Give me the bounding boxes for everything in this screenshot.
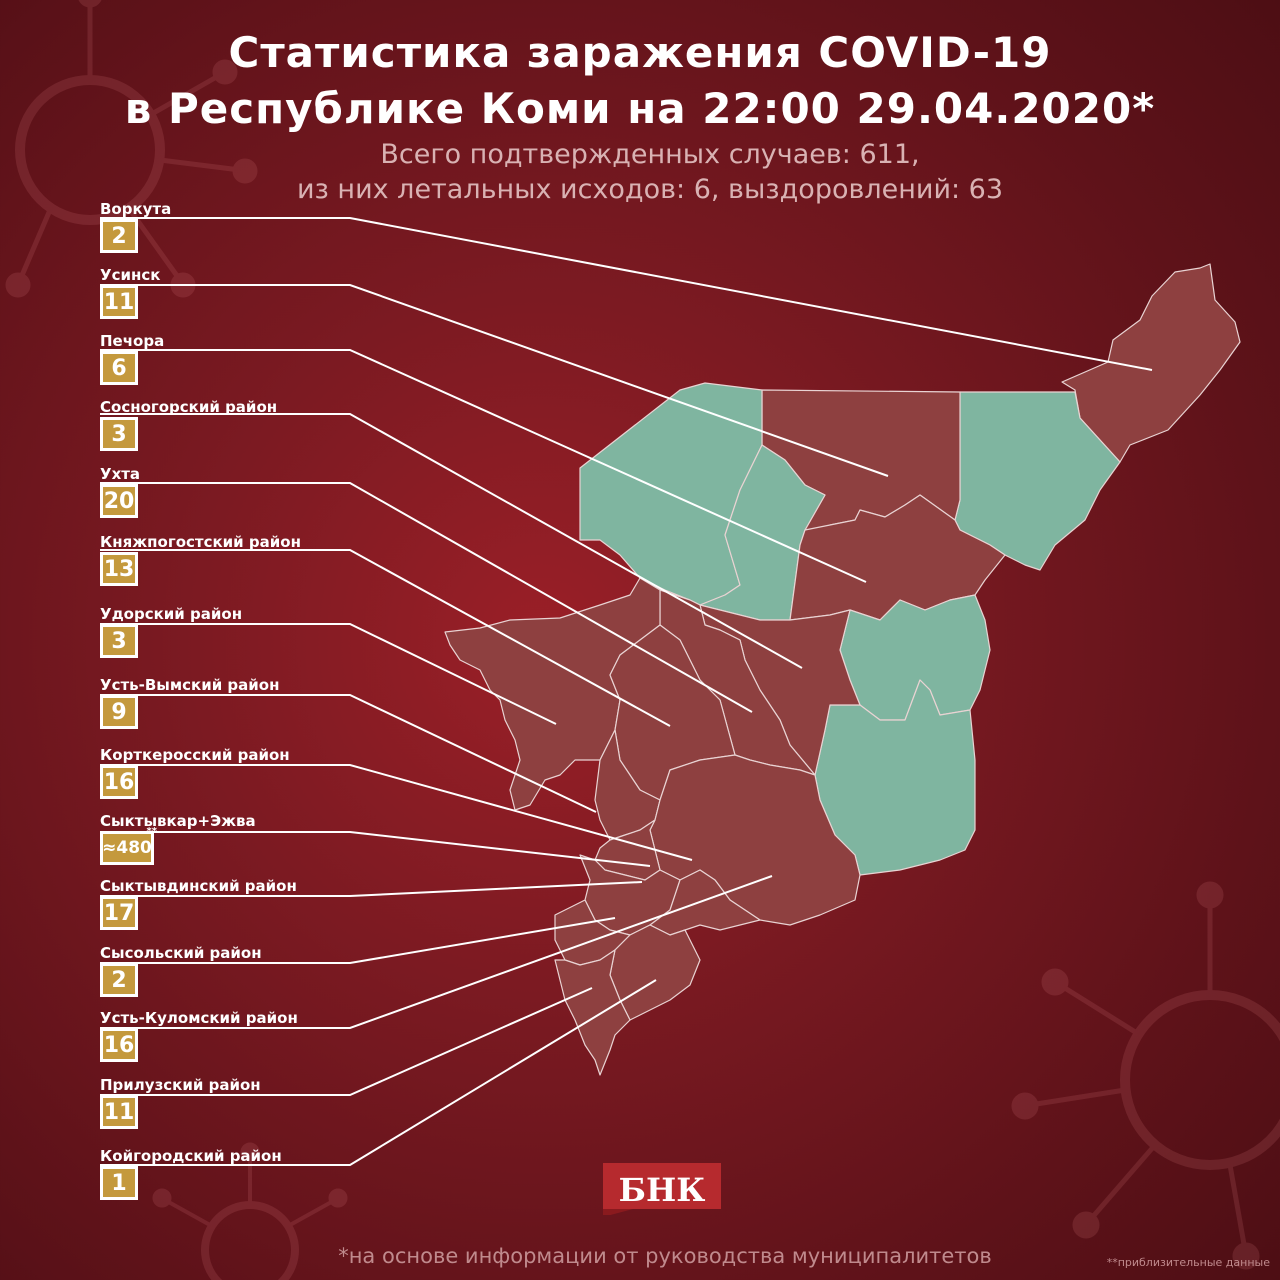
district-entry: Сосногорский район 3 xyxy=(100,398,277,451)
leader-line xyxy=(100,987,593,1096)
district-name: Ухта xyxy=(100,465,141,483)
subtitle-line-2: из них летальных исходов: 6, выздоровлен… xyxy=(296,174,1004,205)
case-count-badge: 6 xyxy=(100,351,138,385)
case-count-badge: 2 xyxy=(100,963,138,997)
district-entry: Сыктывдинский район 17 xyxy=(100,877,297,930)
district-entry: Прилузский район 11 xyxy=(100,1076,261,1129)
approximate-mark: ** xyxy=(146,826,157,837)
district-entry: Усть-Куломский район 16 xyxy=(100,1009,298,1062)
district-name: Прилузский район xyxy=(100,1076,261,1094)
subtitle-line-1: Всего подтвержденных случаев: 611, xyxy=(380,139,920,170)
region-udora xyxy=(444,577,661,811)
district-entry: Усинск 11 xyxy=(100,266,160,319)
case-count-value: 3 xyxy=(111,628,127,654)
region-priluzye xyxy=(554,949,631,1076)
district-name: Сыктывкар+Эжва xyxy=(100,812,256,830)
leader-line xyxy=(100,764,693,861)
leader-line xyxy=(100,482,753,713)
leader-line xyxy=(100,217,1153,371)
leader-line xyxy=(100,694,597,813)
case-count-value: 11 xyxy=(103,289,135,315)
case-count-value: 20 xyxy=(103,488,135,514)
district-name: Сыктывдинский район xyxy=(100,877,297,895)
case-count-badge: 11 xyxy=(100,1095,138,1129)
case-count-value: ≈480 xyxy=(102,838,152,858)
district-name: Корткеросский район xyxy=(100,746,290,764)
district-entry: Ухта 20 xyxy=(100,465,140,518)
logo-text: БНК xyxy=(618,1171,706,1209)
footnote-approx: **приблизительные данные xyxy=(1106,1256,1270,1269)
district-name: Усть-Куломский район xyxy=(100,1009,298,1027)
district-name: Усть-Вымский район xyxy=(100,676,280,694)
case-count-value: 3 xyxy=(111,421,127,447)
case-count-badge: ≈480 ** xyxy=(100,826,157,865)
district-entry: Сысольский район 2 xyxy=(100,944,262,997)
district-entry: Печора 6 xyxy=(100,332,164,385)
case-count-badge: 2 xyxy=(100,219,138,253)
case-count-value: 9 xyxy=(111,699,127,725)
case-count-value: 11 xyxy=(103,1099,135,1125)
district-name: Усинск xyxy=(100,266,161,284)
footnote: *на основе информации от руководства мун… xyxy=(338,1244,992,1268)
district-entry: Воркута 2 xyxy=(100,200,171,253)
leader-line xyxy=(100,413,803,669)
district-name: Сысольский район xyxy=(100,944,262,962)
leader-line xyxy=(100,349,867,583)
case-count-badge: 3 xyxy=(100,417,138,451)
title-line-1: Статистика заражения COVID-19 xyxy=(228,28,1052,77)
case-count-value: 16 xyxy=(103,1032,135,1058)
case-count-badge: 17 xyxy=(100,896,138,930)
district-entry: Корткеросский район 16 xyxy=(100,746,290,799)
title-line-2: в Республике Коми на 22:00 29.04.2020* xyxy=(124,84,1156,133)
leader-line xyxy=(100,917,616,964)
case-count-badge: 3 xyxy=(100,624,138,658)
leader-line xyxy=(100,831,651,867)
leader-line xyxy=(100,881,643,897)
district-name: Удорский район xyxy=(100,605,243,623)
case-count-badge: 11 xyxy=(100,285,138,319)
leader-line xyxy=(100,979,657,1166)
district-entry: Койгородский район 1 xyxy=(100,1147,282,1200)
district-entry: Княжпогостский район 13 xyxy=(100,533,301,586)
district-name: Княжпогостский район xyxy=(100,533,301,551)
district-entry: Усть-Вымский район 9 xyxy=(100,676,279,729)
case-count-value: 6 xyxy=(111,355,127,381)
case-count-badge: 1 xyxy=(100,1166,138,1200)
case-count-badge: 16 xyxy=(100,765,138,799)
district-name: Сосногорский район xyxy=(100,398,278,416)
case-count-value: 2 xyxy=(111,967,127,993)
case-count-value: 2 xyxy=(111,223,127,249)
case-count-badge: 13 xyxy=(100,552,138,586)
leader-line xyxy=(100,284,889,477)
case-count-value: 13 xyxy=(103,556,135,582)
district-name: Койгородский район xyxy=(100,1147,282,1165)
case-count-badge: 16 xyxy=(100,1028,138,1062)
leader-line xyxy=(100,549,671,727)
case-count-value: 16 xyxy=(103,769,135,795)
district-name: Воркута xyxy=(100,200,172,218)
bnk-logo: БНК xyxy=(603,1163,721,1215)
district-entry: Сыктывкар+Эжва ≈480 ** xyxy=(100,812,256,865)
district-name: Печора xyxy=(100,332,165,350)
case-count-badge: 9 xyxy=(100,695,138,729)
case-count-value: 1 xyxy=(111,1170,127,1196)
leader-line xyxy=(100,875,773,1029)
case-count-value: 17 xyxy=(103,900,135,926)
leader-line xyxy=(100,623,557,725)
case-count-badge: 20 xyxy=(100,484,138,518)
district-entry: Удорский район 3 xyxy=(100,605,242,658)
